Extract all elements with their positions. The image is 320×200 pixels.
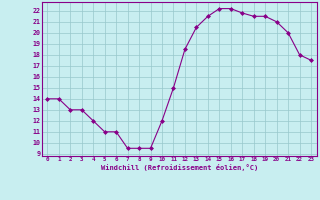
X-axis label: Windchill (Refroidissement éolien,°C): Windchill (Refroidissement éolien,°C) [100, 164, 258, 171]
